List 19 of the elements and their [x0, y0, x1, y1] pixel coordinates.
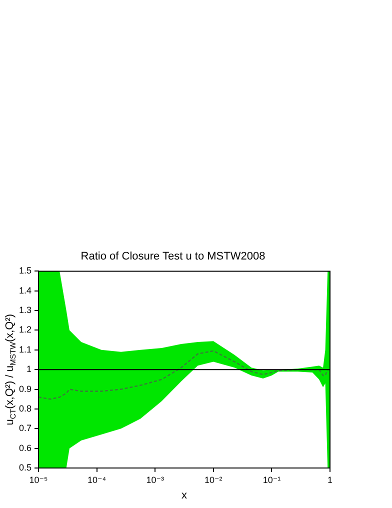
- y-tick-label: 1.4: [18, 285, 32, 296]
- x-tick-label: 10⁻²: [204, 474, 222, 485]
- y-tick-label: 1.5: [18, 266, 32, 276]
- y-tick-label: 0.9: [18, 384, 32, 394]
- y-tick-label: 1.2: [18, 324, 32, 335]
- y-tick-label: 0.7: [18, 423, 32, 434]
- y-tick-label: 1: [26, 364, 32, 374]
- x-axis-title: x: [182, 489, 188, 502]
- x-tick-label: 10⁻⁵: [29, 474, 48, 485]
- chart-title: Ratio of Closure Test u to MSTW2008: [80, 250, 266, 263]
- y-tick-label: 1.3: [18, 305, 32, 316]
- y-tick-label: 0.6: [18, 442, 32, 453]
- x-tick-label: 10⁻⁴: [87, 474, 106, 485]
- y-tick-label: 0.5: [18, 462, 32, 472]
- y-tick-label: 1.1: [18, 344, 32, 354]
- x-tick-label: 10⁻³: [146, 474, 164, 485]
- x-tick-label: 1: [327, 474, 333, 485]
- x-tick-label: 10⁻¹: [262, 474, 281, 485]
- y-tick-label: 0.8: [18, 403, 32, 414]
